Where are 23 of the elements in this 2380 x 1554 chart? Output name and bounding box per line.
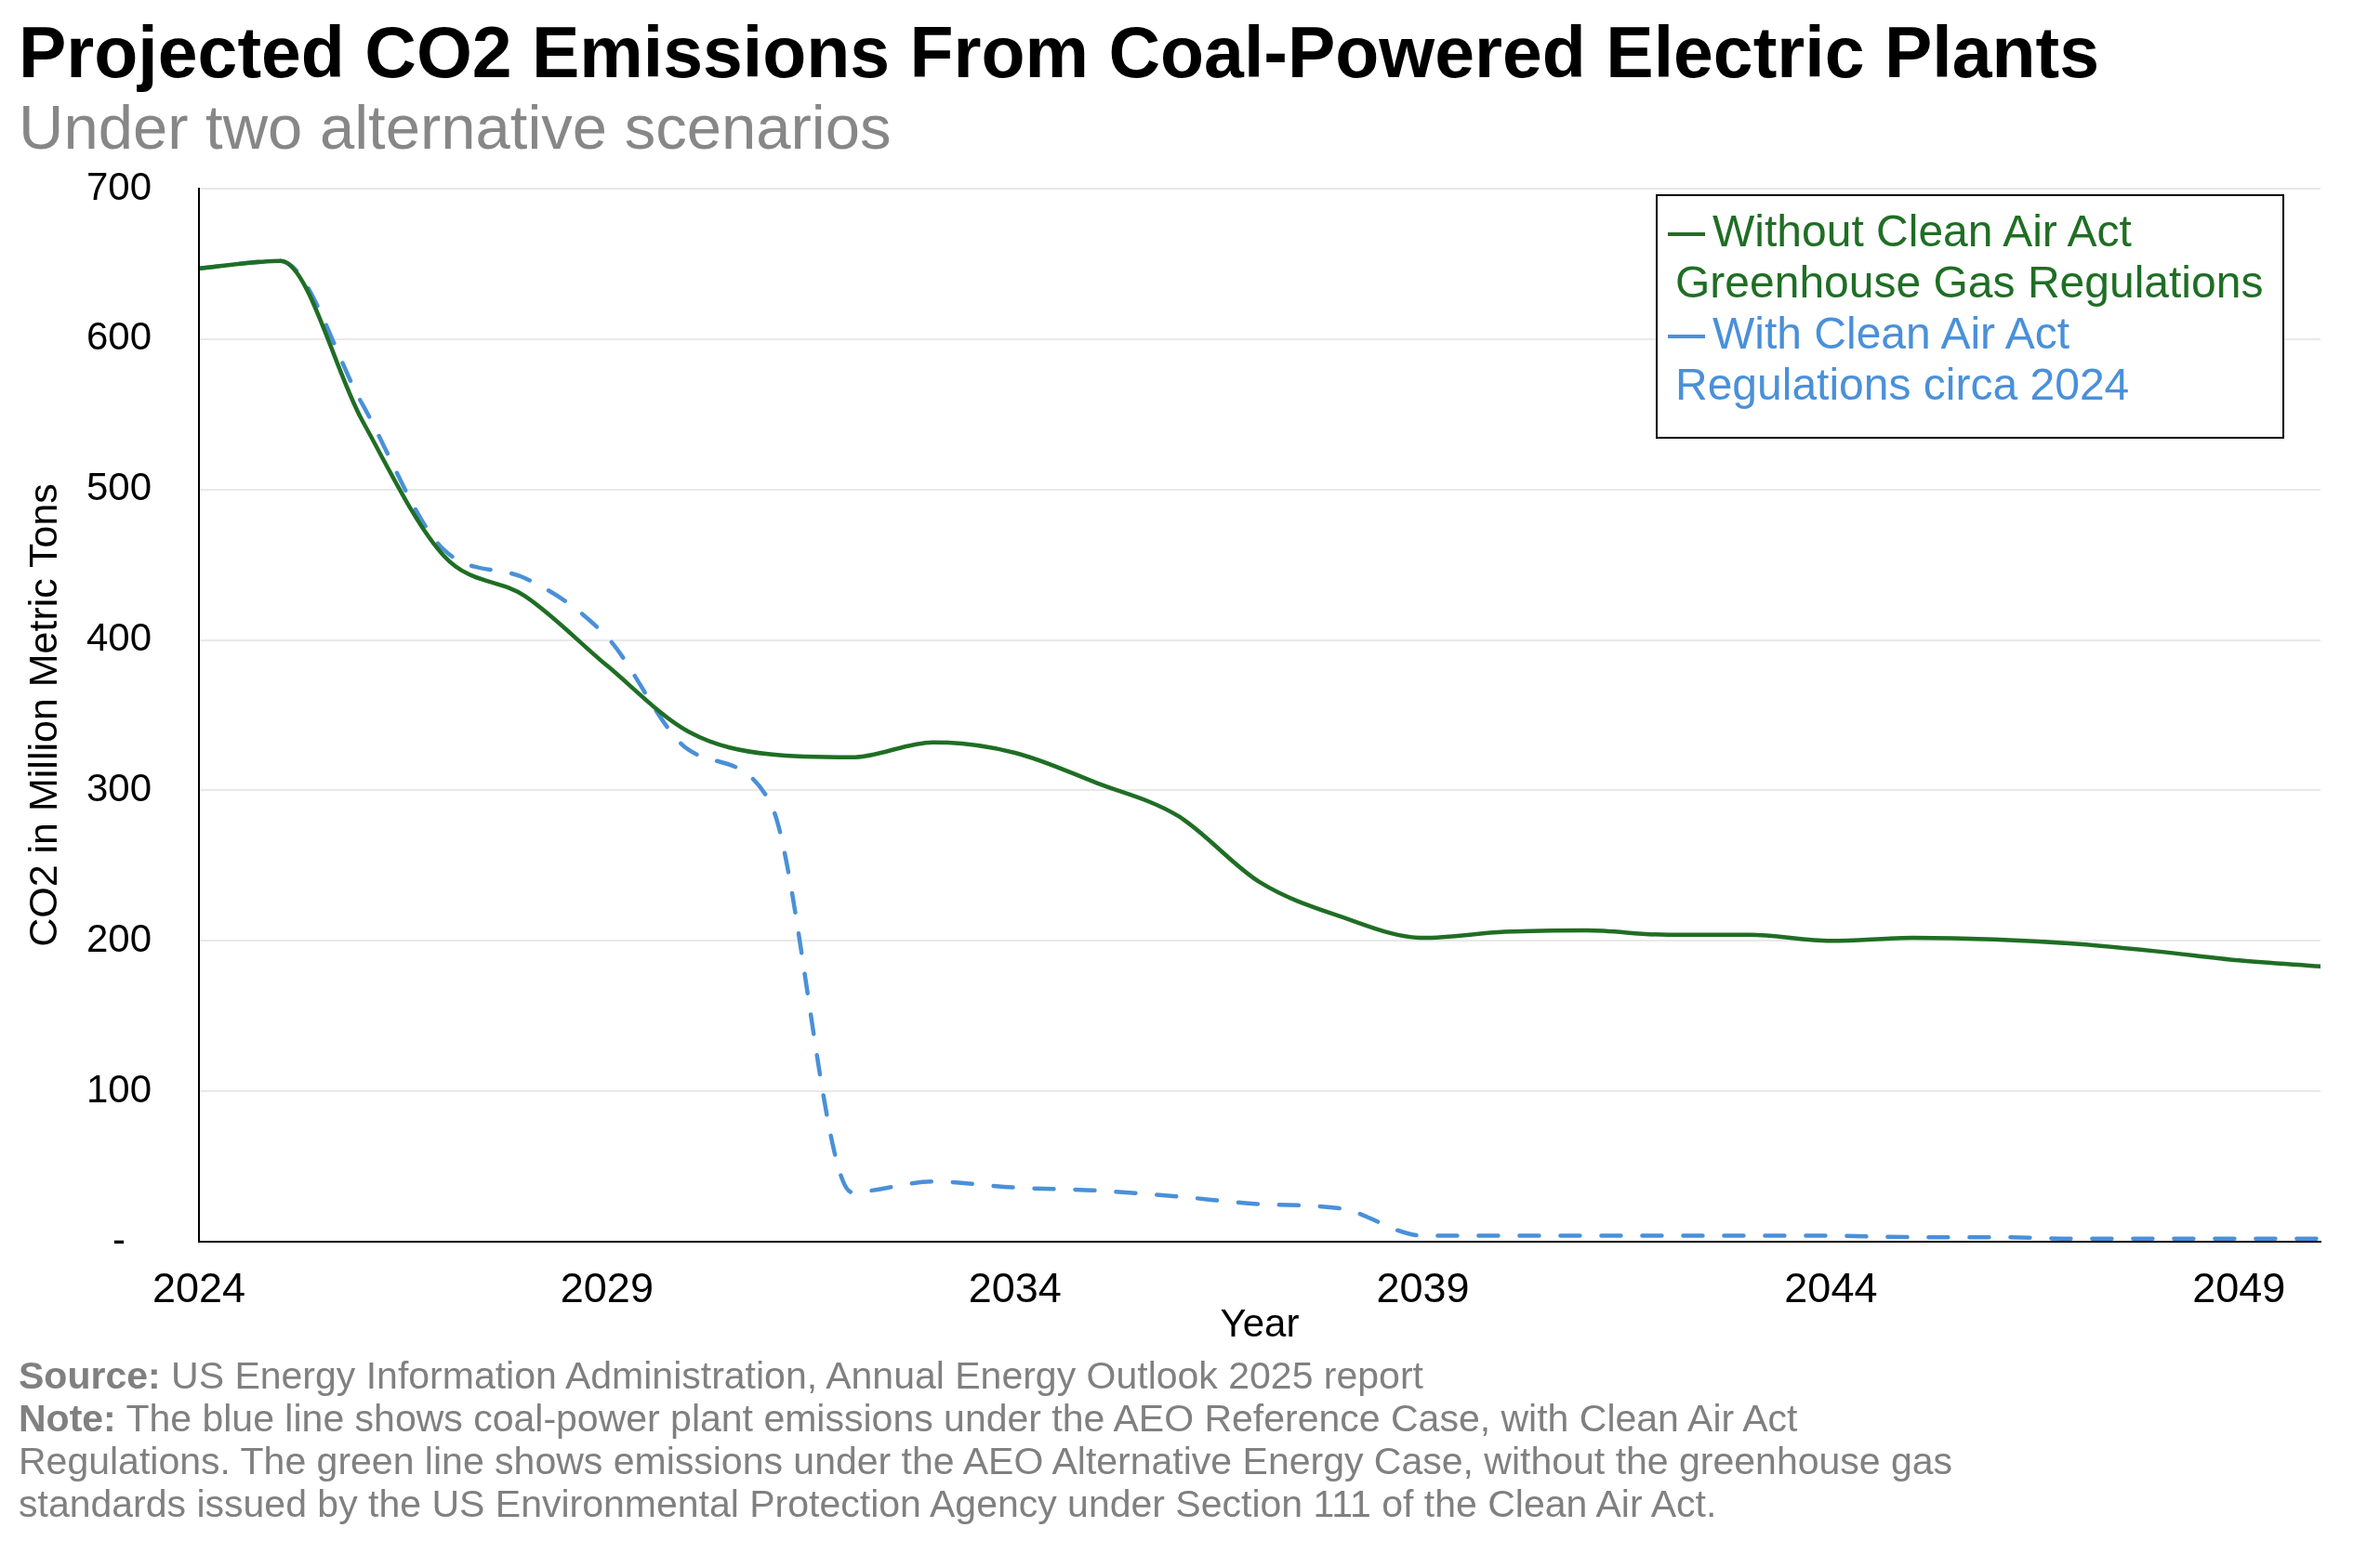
text: Note: The blue line shows coal-power plant emissions under the AEO Reference Case, with Clean Air Act Regulations. The green line shows emissions under the AEO Alternative Energy Case, without the greenhouse gas standards issued by the US Environmental Protection Agency under Section 111 of the Clean Air Act. bbox=[19, 1397, 1954, 1525]
y-tick-label: 700 bbox=[86, 164, 152, 208]
chart-subtitle: Under two alternative scenarios bbox=[19, 92, 892, 162]
x-tick-label: 2034 bbox=[968, 1264, 1062, 1312]
x-tick-label: 2039 bbox=[1376, 1264, 1470, 1312]
y-tick-label: 200 bbox=[86, 915, 152, 960]
x-tick-label: 2044 bbox=[1784, 1264, 1878, 1312]
y-tick-label: 500 bbox=[86, 465, 152, 509]
line-series bbox=[199, 258, 2320, 969]
chart-title: Projected CO2 Emissions From Coal-Powered Electric Plants bbox=[19, 12, 2099, 92]
x-axis-title: Year bbox=[1220, 1301, 1300, 1346]
legend-label: With Clean Air Act Regulations circa 2024 bbox=[1675, 309, 2130, 409]
y-tick-label: 600 bbox=[86, 314, 152, 359]
y-tick-label: - bbox=[112, 1217, 126, 1261]
source-note: Source: US Energy Information Administration, Annual Energy Outlook 2025 report bbox=[19, 1354, 1424, 1397]
y-tick-label: 100 bbox=[86, 1066, 152, 1111]
x-tick-label: 2029 bbox=[560, 1264, 654, 1312]
x-tick-label: 2049 bbox=[2192, 1264, 2286, 1312]
x-tick-label: 2024 bbox=[152, 1264, 246, 1312]
y-tick-label: 300 bbox=[86, 766, 152, 810]
legend-label: Without Clean Air Act Greenhouse Gas Regulations bbox=[1675, 206, 2264, 307]
y-tick-label: 400 bbox=[86, 615, 152, 660]
y-axis-title: CO2 in Million Metric Tons bbox=[20, 483, 65, 947]
